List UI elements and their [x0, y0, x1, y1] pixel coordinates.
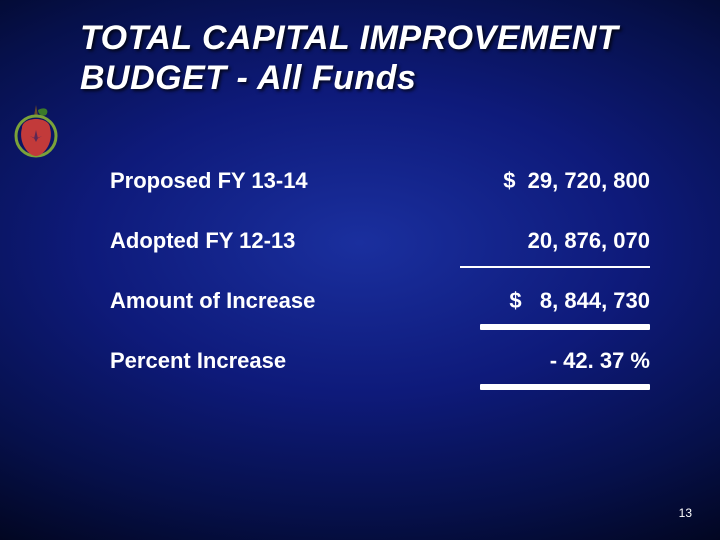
row-value: $ 29, 720, 800 — [450, 168, 650, 194]
page-number: 13 — [679, 506, 692, 520]
row-value: 20, 876, 070 — [450, 228, 650, 254]
apple-logo-icon — [8, 102, 64, 158]
table-row: Proposed FY 13-14 $ 29, 720, 800 — [110, 168, 650, 194]
row-label: Proposed FY 13-14 — [110, 168, 308, 194]
table-row: Percent Increase - 42. 37 % — [110, 348, 650, 374]
slide-title: TOTAL CAPITAL IMPROVEMENT BUDGET - All F… — [80, 18, 696, 98]
title-line-2: BUDGET - All Funds — [80, 59, 416, 97]
rule-thin — [460, 266, 650, 268]
rule-thick — [480, 324, 650, 330]
title-line-1: TOTAL CAPITAL IMPROVEMENT — [80, 19, 618, 57]
row-label: Percent Increase — [110, 348, 286, 374]
budget-table: Proposed FY 13-14 $ 29, 720, 800 Adopted… — [110, 168, 650, 374]
row-label: Amount of Increase — [110, 288, 315, 314]
rule-thick — [480, 384, 650, 390]
slide: TOTAL CAPITAL IMPROVEMENT BUDGET - All F… — [0, 0, 720, 540]
table-row: Amount of Increase $ 8, 844, 730 — [110, 288, 650, 314]
row-label: Adopted FY 12-13 — [110, 228, 295, 254]
table-row: Adopted FY 12-13 20, 876, 070 — [110, 228, 650, 254]
row-value: - 42. 37 % — [450, 348, 650, 374]
row-value: $ 8, 844, 730 — [450, 288, 650, 314]
